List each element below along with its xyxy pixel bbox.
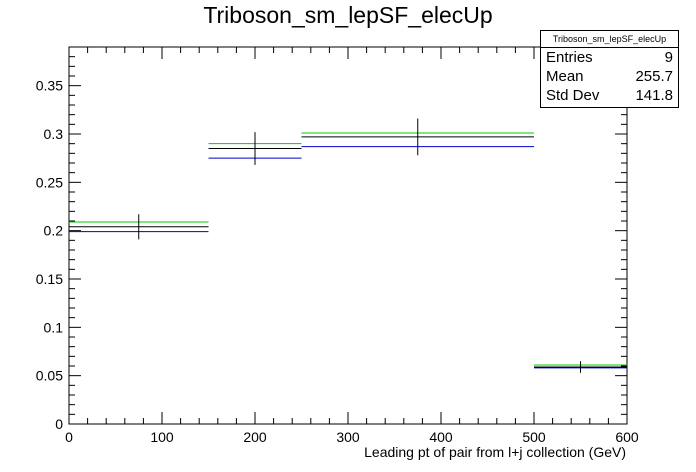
y-tick-label: 0.25: [36, 174, 63, 190]
histogram-bins: [69, 118, 627, 373]
x-tick-label: 200: [243, 429, 267, 445]
x-tick-label: 0: [65, 429, 73, 445]
x-axis-label: Leading pt of pair from l+j collection (…: [364, 444, 626, 460]
plot-frame: [68, 46, 628, 425]
stats-box: Triboson_sm_lepSF_elecUp Entries 9 Mean …: [540, 30, 679, 108]
stats-row-entries: Entries 9: [541, 48, 678, 67]
stats-label: Entries: [546, 49, 593, 66]
stats-value: 9: [664, 49, 673, 66]
stats-value: 255.7: [635, 68, 673, 85]
x-tick-label: 400: [429, 429, 453, 445]
y-tick-label: 0.2: [44, 223, 64, 239]
axis-tick-labels: 0 100 200 300 400 500 600 0 0.05 0.1 0.15 0.2 0.25 0.…: [36, 78, 639, 445]
stats-box-title: Triboson_sm_lepSF_elecUp: [541, 31, 678, 48]
y-tick-label: 0.15: [36, 271, 63, 287]
x-tick-label: 600: [615, 429, 639, 445]
chart-title: Triboson_sm_lepSF_elecUp: [203, 2, 493, 28]
y-tick-label: 0.1: [44, 319, 64, 335]
y-tick-label: 0.05: [36, 368, 63, 384]
stats-row-mean: Mean 255.7: [541, 67, 678, 86]
x-tick-label: 300: [336, 429, 360, 445]
stats-label: Std Dev: [546, 87, 600, 104]
x-tick-label: 500: [522, 429, 546, 445]
x-tick-label: 100: [150, 429, 174, 445]
stats-value: 141.8: [635, 87, 673, 104]
stats-row-stddev: Std Dev 141.8: [541, 86, 678, 105]
stats-label: Mean: [546, 68, 584, 85]
y-tick-label: 0: [55, 416, 63, 432]
y-tick-label: 0.35: [36, 78, 63, 94]
y-tick-label: 0.3: [44, 126, 64, 142]
